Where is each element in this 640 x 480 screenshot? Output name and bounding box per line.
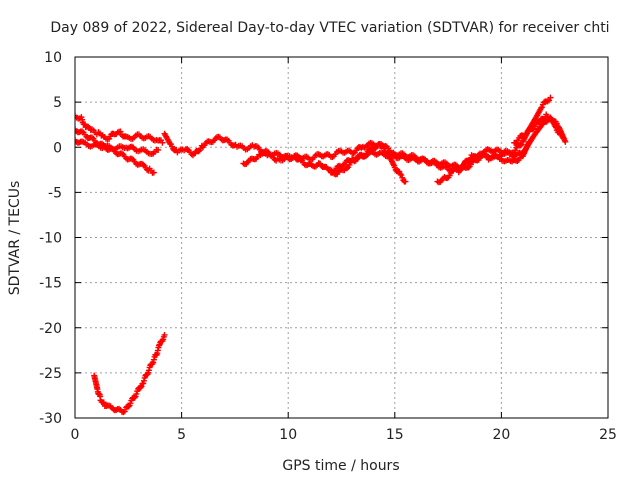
x-axis-label: GPS time / hours	[282, 458, 399, 474]
data-layer	[75, 94, 569, 416]
data-point	[150, 169, 157, 176]
data-point	[145, 367, 152, 374]
data-point	[85, 123, 92, 130]
data-point	[140, 161, 147, 168]
x-tick-label: 0	[71, 427, 80, 443]
data-point	[161, 331, 168, 338]
y-tick-label: -15	[39, 276, 62, 292]
data-point	[117, 128, 124, 135]
y-tick-label: -30	[39, 411, 62, 427]
series-track-3	[75, 137, 162, 157]
x-tick-label: 25	[599, 427, 617, 443]
data-point	[397, 170, 404, 177]
series-track-8	[511, 111, 569, 146]
series-track-9	[91, 331, 168, 416]
data-point	[121, 408, 128, 415]
data-point	[140, 377, 147, 384]
ticks: 0 5 10 15 20 25 -30 -25 -20 -15 -10 -5 0 5 10	[39, 50, 617, 443]
data-point	[465, 164, 472, 171]
y-tick-label: -10	[39, 231, 62, 247]
data-point	[538, 105, 545, 112]
data-point	[517, 142, 524, 149]
data-point	[195, 148, 202, 155]
data-point	[159, 139, 166, 146]
x-tick-label: 15	[386, 427, 404, 443]
data-point	[125, 403, 132, 410]
x-tick-label: 5	[177, 427, 186, 443]
chart-title: Day 089 of 2022, Sidereal Day-to-day VTE…	[50, 20, 609, 36]
data-point	[150, 356, 157, 363]
data-point	[402, 178, 409, 185]
y-tick-label: -20	[39, 321, 62, 337]
y-tick-label: -25	[39, 366, 62, 382]
x-tick-label: 10	[279, 427, 297, 443]
series-track-1	[75, 112, 166, 146]
y-tick-label: -5	[48, 185, 62, 201]
data-point	[538, 104, 545, 111]
y-tick-label: 10	[44, 50, 62, 66]
x-tick-label: 20	[492, 427, 510, 443]
data-point	[100, 399, 107, 406]
grid	[75, 57, 608, 418]
data-point	[133, 390, 140, 397]
data-point	[155, 146, 162, 153]
data-point	[343, 165, 350, 172]
y-tick-label: 0	[53, 140, 62, 156]
data-point	[562, 138, 569, 145]
data-point	[547, 94, 554, 101]
data-point	[526, 138, 533, 145]
y-axis-label: SDTVAR / TECUs	[7, 181, 23, 296]
y-tick-label: 5	[53, 95, 62, 111]
